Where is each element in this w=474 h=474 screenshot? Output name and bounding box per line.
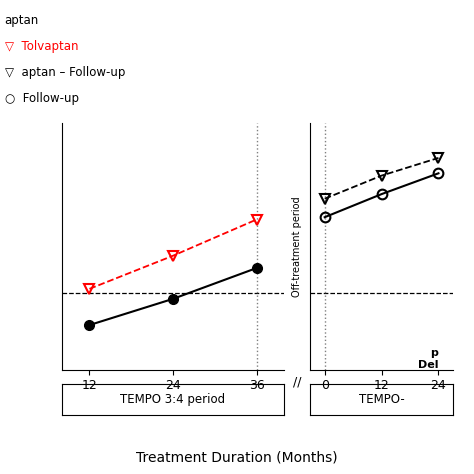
Text: //: // [293,375,301,388]
Text: aptan: aptan [5,14,39,27]
Text: p: p [430,348,438,358]
Text: Del: Del [418,360,438,370]
Text: TEMPO 3:4 period: TEMPO 3:4 period [120,393,226,406]
Text: ▽  Tolvaptan: ▽ Tolvaptan [5,40,78,53]
Text: Off-treatment period: Off-treatment period [292,196,302,297]
Text: Treatment Duration (Months): Treatment Duration (Months) [136,450,338,465]
Text: ▽  aptan – Follow-up: ▽ aptan – Follow-up [5,66,125,79]
Text: TEMPO-: TEMPO- [359,393,404,406]
Text: ○  Follow-up: ○ Follow-up [5,92,79,105]
